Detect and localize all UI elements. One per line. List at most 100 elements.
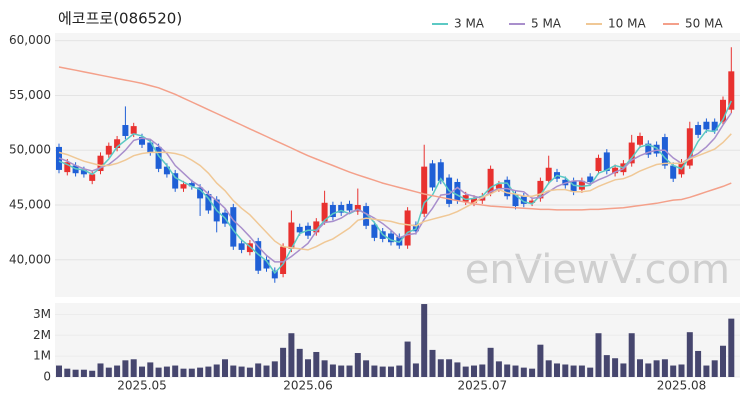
legend-label: 5 MA — [531, 17, 562, 31]
volume-bar — [554, 363, 560, 377]
volume-bar — [495, 361, 502, 377]
candle-body — [255, 241, 262, 271]
volume-bar — [338, 365, 345, 377]
volume-bar — [454, 362, 461, 377]
volume-bar — [271, 361, 278, 377]
volume-bar — [180, 368, 187, 377]
candle-body — [122, 125, 129, 136]
candle-body — [645, 143, 652, 155]
y-tick-label: 55,000 — [9, 88, 51, 102]
candle-body — [64, 162, 71, 173]
ma-line — [58, 112, 732, 263]
candle-body — [670, 165, 677, 179]
volume-bar — [155, 367, 162, 377]
volume-bar — [620, 363, 627, 377]
candle-body — [205, 194, 212, 211]
volume-bar — [695, 350, 702, 377]
volume-bar — [114, 365, 121, 377]
volume-bar — [163, 366, 170, 377]
candle-body — [404, 210, 411, 246]
volume-bar — [139, 366, 145, 377]
candle-body — [437, 162, 444, 181]
x-tick-label: 2025.07 — [457, 379, 507, 393]
candle-body — [371, 224, 378, 238]
candle-body — [329, 204, 336, 218]
volume-bar — [205, 366, 212, 377]
y-tick-label: 1M — [33, 349, 51, 363]
volume-bar — [471, 365, 477, 377]
candle-body — [163, 166, 170, 175]
x-tick-label: 2025.08 — [657, 379, 707, 393]
y-tick-label: 3M — [33, 307, 51, 321]
legend-label: 50 MA — [685, 17, 723, 31]
volume-bar — [686, 332, 693, 377]
candle-body — [288, 222, 295, 249]
volume-bar — [388, 366, 394, 377]
candle-body — [537, 180, 544, 199]
candle-body — [354, 204, 361, 212]
candle-body — [595, 157, 602, 172]
candle-body — [570, 180, 577, 192]
candle-body — [97, 155, 104, 172]
candle-body — [89, 174, 96, 181]
candle-body — [172, 173, 179, 189]
volume-bar — [305, 359, 311, 377]
candle-body — [495, 184, 502, 189]
candle-body — [628, 142, 635, 164]
volume-bar — [230, 365, 237, 377]
volume-bar — [595, 333, 602, 377]
volume-bar — [562, 364, 569, 377]
candle-body — [188, 183, 195, 187]
volume-bar — [479, 364, 486, 377]
volume-bar — [89, 370, 96, 377]
volume-bar — [628, 333, 635, 377]
volume-bar — [587, 367, 594, 377]
volume-bar — [520, 367, 527, 377]
candle-body — [661, 137, 668, 166]
candle-body — [180, 184, 187, 189]
candle-body — [529, 200, 536, 203]
candle-body — [346, 203, 353, 211]
candle-body — [155, 146, 162, 169]
volume-bar — [487, 347, 494, 377]
ma-line — [58, 66, 732, 211]
volume-bar — [504, 364, 511, 377]
candle-body — [321, 202, 328, 222]
candle-body — [246, 243, 253, 253]
volume-bar — [213, 364, 220, 377]
y-tick-label: 40,000 — [9, 252, 51, 266]
volume-bar — [404, 341, 411, 377]
candle-body — [637, 135, 643, 145]
volume-bar — [653, 360, 660, 377]
candle-body — [139, 137, 145, 145]
y-tick-label: 45,000 — [9, 197, 51, 211]
volume-bar — [379, 366, 386, 377]
candle-body — [454, 181, 461, 201]
candle-body — [703, 121, 710, 130]
volume-bar — [437, 359, 444, 377]
candle-body — [271, 270, 278, 279]
volume-bar — [545, 360, 552, 377]
candle-body — [471, 198, 477, 203]
candle-body — [338, 204, 345, 213]
candle-body — [80, 169, 87, 175]
volume-bar — [578, 365, 585, 377]
volume-bar — [172, 365, 179, 377]
candle-body — [238, 243, 245, 250]
volume-bar — [354, 353, 361, 377]
candle-body — [296, 226, 303, 233]
volume-bar — [512, 365, 519, 377]
volume-bar — [603, 355, 610, 377]
chart-title: 에코프로(086520) — [58, 10, 182, 28]
volume-bar — [329, 364, 336, 377]
volume-bar — [678, 364, 685, 377]
ma-line — [58, 100, 732, 275]
y-tick-label: 60,000 — [9, 33, 51, 47]
candle-body — [686, 128, 693, 166]
candle-body — [720, 99, 726, 122]
volume-bar — [313, 351, 320, 377]
volume-bar — [346, 365, 353, 377]
candle-body — [512, 194, 519, 207]
volume-bar — [429, 349, 436, 377]
